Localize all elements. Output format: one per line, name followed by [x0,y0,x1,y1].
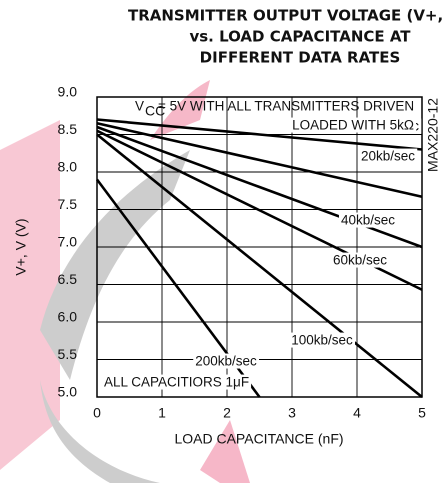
x-tick-label: 3 [288,405,296,421]
x-axis-title: LOAD CAPACITANCE (nF) [174,431,343,447]
series-label: 60kb/sec [333,253,387,268]
series-label: 40kb/sec [341,213,395,228]
chart-title: vs. LOAD CAPACITANCE AT [189,28,411,46]
chart-title: DIFFERENT DATA RATES [200,49,401,67]
figure-id: MAX220-12 [425,98,441,172]
y-tick-label: 7.0 [58,234,78,250]
label-background [358,148,418,164]
y-tick-label: 5.5 [58,346,78,362]
y-tick-label: 6.5 [58,271,78,287]
y-tick-label: 8.5 [58,121,78,137]
x-tick-label: 0 [93,405,101,421]
label-background [289,332,356,348]
y-tick-label: 8.0 [58,159,78,175]
y-axis-title: V+, V (V) [13,218,29,275]
y-tick-label: 7.5 [58,196,78,212]
x-tick-label: 1 [158,405,166,421]
series-line [96,133,423,399]
label-background [193,353,260,369]
y-tick-label: 9.0 [58,84,78,100]
annotation: LOADED WITH 5kΩ [292,118,414,133]
annotation: CC [145,103,165,119]
y-tick-label: 5.0 [58,384,78,400]
label-background [290,117,416,133]
watermark [0,80,250,483]
label-background [330,252,390,268]
series-label: 100kb/sec [291,333,353,348]
annotation: ALL CAPACITIORS 1μF [104,375,249,390]
x-tick-label: 2 [223,405,231,421]
annotation: = 5V WITH ALL TRANSMITTERS DRIVEN [158,99,414,114]
annotation: V [135,99,144,114]
label-background [338,212,398,228]
x-tick-label: 5 [418,405,426,421]
series-line [96,121,423,199]
label-background [102,374,252,390]
x-tick-label: 4 [353,405,361,421]
series-label: 20kb/sec [361,149,415,164]
series-line [96,118,423,151]
y-tick-label: 6.0 [58,309,78,325]
chart-title: TRANSMITTER OUTPUT VOLTAGE (V+, V-) [128,7,447,25]
series-label: 200kb/sec [195,354,257,369]
